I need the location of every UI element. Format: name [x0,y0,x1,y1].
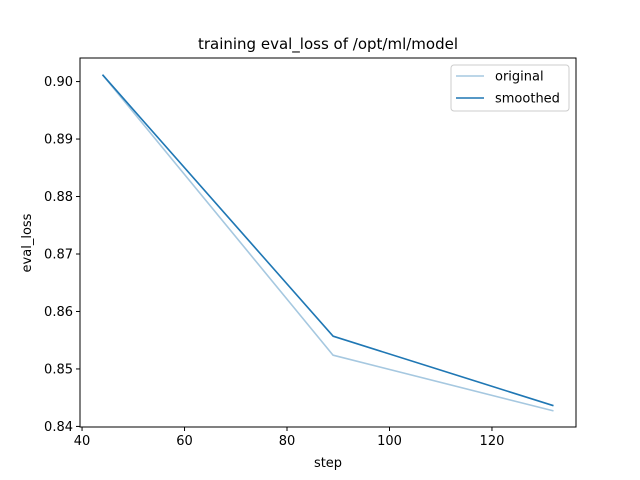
x-tick-label: 100 [377,434,402,449]
plot-lines [101,74,554,412]
legend-label-original: original [495,70,544,85]
series-line-original [101,74,554,412]
y-axis: 0.84 0.85 0.86 0.87 0.88 0.89 0.90 [44,75,80,435]
y-tick-label: 0.90 [44,75,73,90]
y-tick-label: 0.87 [44,247,73,262]
x-tick-label: 60 [176,434,193,449]
x-tick-label: 80 [279,434,296,449]
chart-title: training eval_loss of /opt/ml/model [198,35,458,54]
y-tick-label: 0.84 [44,420,73,435]
y-tick-label: 0.85 [44,362,73,377]
x-axis-title: step [314,456,342,471]
legend: original smoothed [450,64,570,112]
x-tick-label: 40 [74,434,91,449]
legend-label-smoothed: smoothed [495,92,560,107]
y-axis-title: eval_loss [20,213,35,272]
plot-frame [79,57,577,428]
x-tick-label: 120 [480,434,505,449]
y-tick-label: 0.86 [44,305,73,320]
y-tick-label: 0.89 [44,133,73,148]
x-axis: 40 60 80 100 120 [74,427,505,449]
series-line-smoothed [101,74,554,407]
y-tick-label: 0.88 [44,190,73,205]
